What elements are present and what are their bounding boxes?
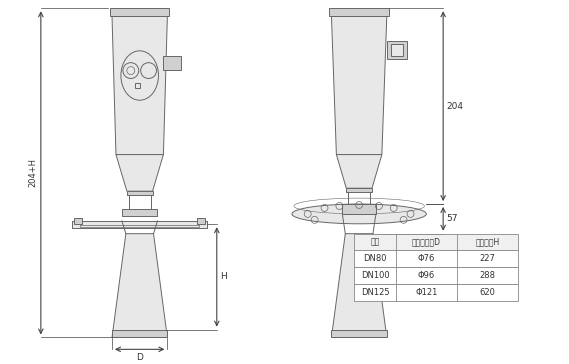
Text: 288: 288 [480,271,496,280]
Ellipse shape [292,204,426,224]
Text: D: D [136,353,143,362]
Bar [332,329,387,337]
Bar [329,8,389,16]
Polygon shape [332,16,387,155]
Text: 法兰: 法兰 [370,238,380,246]
Bar [354,234,518,250]
Text: DN125: DN125 [361,288,389,297]
Polygon shape [332,234,387,337]
Bar [122,209,158,216]
Text: Φ76: Φ76 [418,254,435,264]
Bar [112,329,167,337]
Bar [354,267,518,284]
Text: 620: 620 [480,288,496,297]
Text: H: H [220,272,226,281]
Text: 57: 57 [446,214,457,223]
Polygon shape [72,221,207,228]
Polygon shape [336,155,382,188]
Bar [354,284,518,301]
Text: Φ121: Φ121 [415,288,438,297]
Polygon shape [112,234,167,337]
Bar [135,83,139,88]
Text: 喇叭口直径D: 喇叭口直径D [412,238,441,246]
Bar [347,188,372,192]
Bar [197,218,205,224]
Bar [343,204,376,214]
Bar [354,250,518,267]
Bar [75,218,83,224]
Text: Φ96: Φ96 [418,271,435,280]
Bar [110,8,170,16]
Bar [127,191,152,195]
Text: 204: 204 [446,102,463,111]
Bar [163,56,181,70]
Polygon shape [116,155,163,191]
Text: 204+H: 204+H [29,158,38,187]
Polygon shape [112,16,167,155]
Bar [387,41,407,59]
Ellipse shape [121,51,159,100]
Text: DN80: DN80 [363,254,387,264]
Text: DN100: DN100 [361,271,389,280]
Text: 喇叭高度H: 喇叭高度H [476,238,500,246]
Text: 227: 227 [480,254,496,264]
Bar [391,44,403,56]
